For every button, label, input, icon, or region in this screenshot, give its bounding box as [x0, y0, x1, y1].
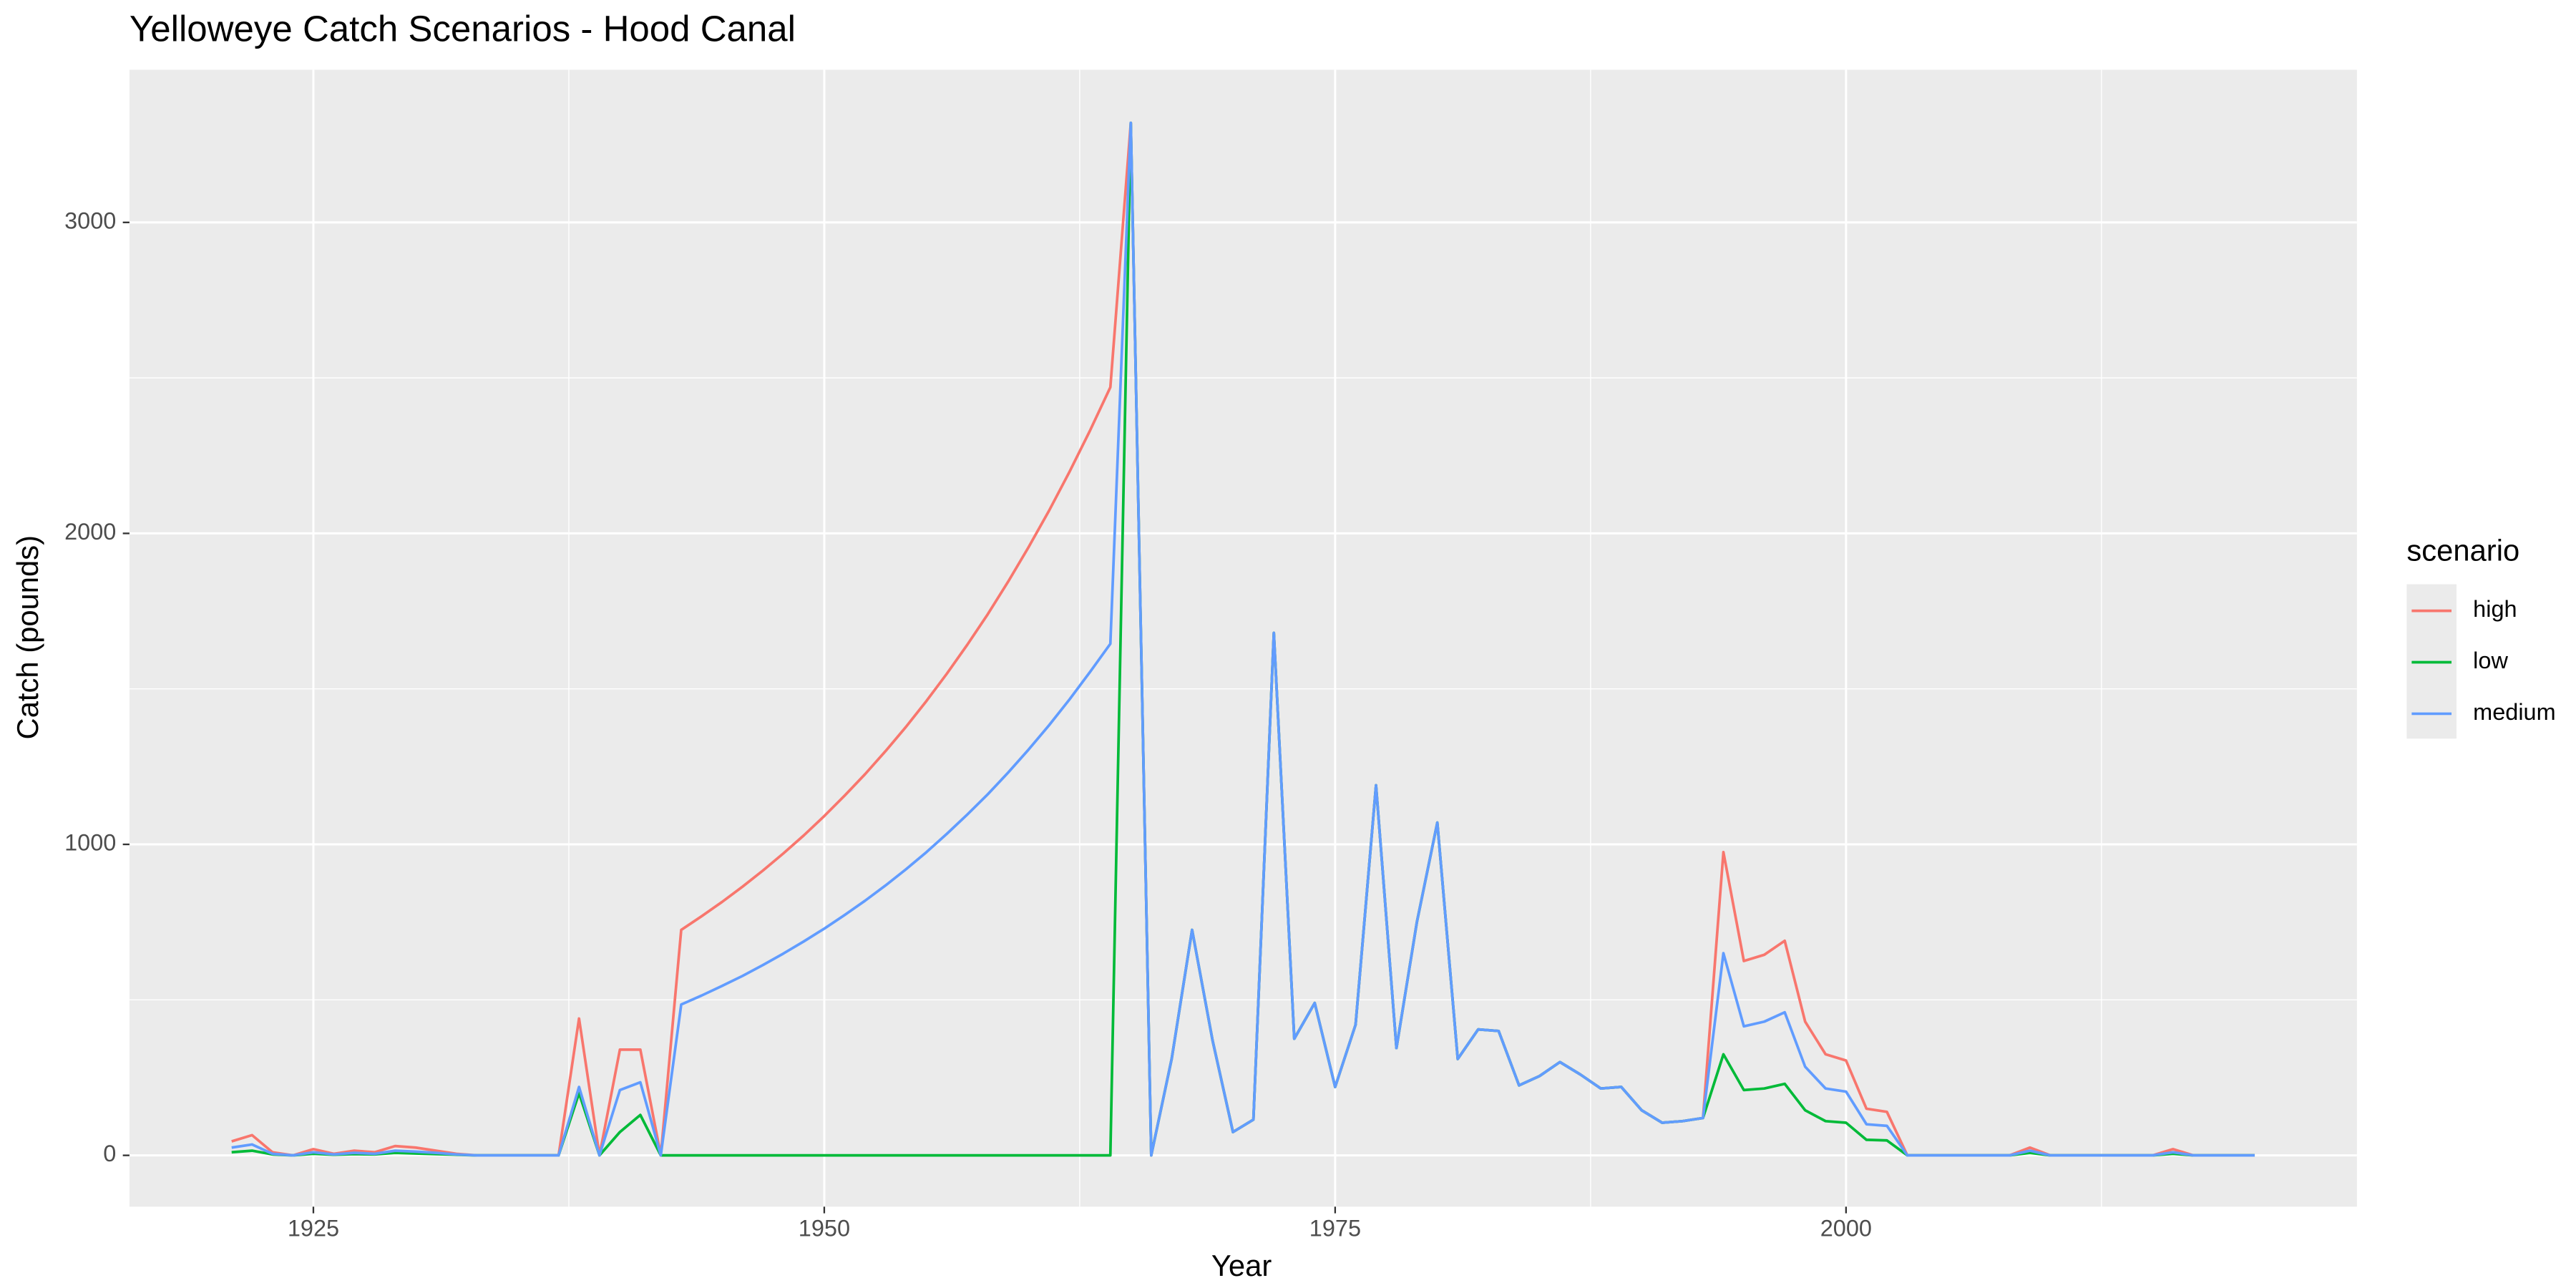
- x-tick-label: 1925: [288, 1215, 339, 1241]
- y-tick-label: 2000: [64, 519, 116, 545]
- y-tick-label: 0: [103, 1141, 116, 1166]
- legend-label: high: [2473, 596, 2517, 622]
- x-tick-label: 1975: [1309, 1215, 1361, 1241]
- chart-title: Yelloweye Catch Scenarios - Hood Canal: [130, 9, 796, 49]
- y-tick-label: 3000: [64, 208, 116, 233]
- y-tick-label: 1000: [64, 830, 116, 856]
- line-series: [231, 121, 2255, 1157]
- x-axis-label: Year: [1211, 1249, 1272, 1282]
- legend-title: scenario: [2406, 533, 2519, 567]
- legend-label: medium: [2473, 699, 2555, 725]
- plot-panel: [129, 69, 2357, 1207]
- x-tick-label: 1950: [799, 1215, 850, 1241]
- x-tick-label: 2000: [1820, 1215, 1872, 1241]
- y-axis-label: Catch (pounds): [11, 535, 44, 739]
- legend-label: low: [2473, 648, 2508, 673]
